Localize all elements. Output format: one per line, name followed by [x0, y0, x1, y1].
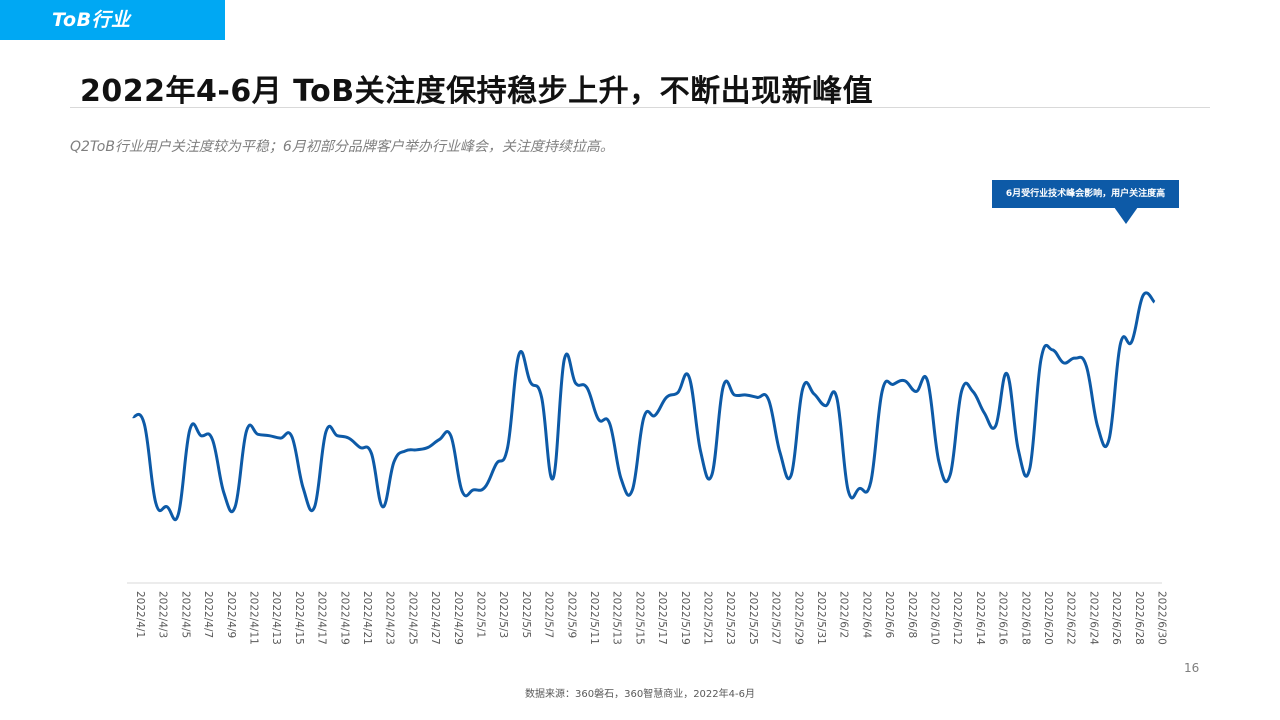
x-tick-label: 2022/5/29	[792, 591, 804, 645]
x-tick-label: 2022/4/15	[293, 591, 305, 645]
x-tick-label: 2022/6/30	[1156, 591, 1168, 645]
callout-arrow	[1114, 207, 1138, 224]
x-tick-label: 2022/4/5	[179, 591, 191, 638]
x-tick-label: 2022/5/7	[543, 591, 555, 638]
section-tag: ToB行业	[0, 0, 225, 40]
x-tick-label: 2022/5/9	[565, 591, 577, 638]
x-tick-label: 2022/4/1	[134, 591, 146, 638]
x-tick-label: 2022/6/8	[906, 591, 918, 638]
x-tick-label: 2022/5/31	[815, 591, 827, 645]
x-tick-label: 2022/4/9	[225, 591, 237, 638]
page-number: 16	[1184, 661, 1200, 675]
callout-box: 6月受行业技术峰会影响，用户关注度高	[992, 180, 1179, 208]
x-tick-label: 2022/5/19	[679, 591, 691, 645]
x-tick-label: 2022/5/25	[747, 591, 759, 645]
x-tick-label: 2022/4/11	[248, 591, 260, 645]
x-tick-label: 2022/4/29	[452, 591, 464, 645]
x-tick-label: 2022/5/13	[611, 591, 623, 645]
x-tick-label: 2022/4/7	[202, 591, 214, 638]
x-tick-label: 2022/5/1	[475, 591, 487, 638]
x-tick-label: 2022/6/4	[860, 591, 872, 638]
x-tick-label: 2022/5/15	[633, 591, 645, 645]
x-tick-label: 2022/6/2	[838, 591, 850, 638]
x-tick-label: 2022/6/24	[1087, 591, 1099, 645]
page-subtitle: Q2ToB行业用户关注度较为平稳；6月初部分品牌客户举办行业峰会，关注度持续拉高…	[70, 139, 614, 155]
x-tick-label: 2022/4/27	[429, 591, 441, 645]
x-tick-label: 2022/4/13	[270, 591, 282, 645]
x-tick-label: 2022/5/5	[520, 591, 532, 638]
x-tick-label: 2022/6/20	[1042, 591, 1054, 645]
x-tick-label: 2022/6/14	[974, 591, 986, 645]
series-line	[132, 291, 1156, 522]
x-tick-label: 2022/4/21	[361, 591, 373, 645]
x-tick-label: 2022/5/11	[588, 591, 600, 645]
x-tick-label: 2022/6/6	[883, 591, 895, 638]
x-tick-label: 2022/6/16	[997, 591, 1009, 645]
x-tick-label: 2022/5/23	[724, 591, 736, 645]
x-tick-label: 2022/4/19	[338, 591, 350, 645]
data-source-note: 数据来源：360磐石，360智慧商业，2022年4-6月	[525, 689, 755, 700]
x-tick-label: 2022/4/17	[316, 591, 328, 645]
x-tick-label: 2022/5/17	[656, 591, 668, 645]
x-tick-label: 2022/6/10	[929, 591, 941, 645]
title-divider	[70, 107, 1210, 108]
x-tick-label: 2022/4/25	[406, 591, 418, 645]
x-tick-label: 2022/6/18	[1019, 591, 1031, 645]
x-tick-label: 2022/6/28	[1133, 591, 1145, 645]
x-tick-label: 2022/5/27	[770, 591, 782, 645]
page-title: 2022年4-6月 ToB关注度保持稳步上升，不断出现新峰值	[80, 74, 874, 109]
x-tick-label: 2022/6/22	[1065, 591, 1077, 645]
x-tick-label: 2022/5/21	[702, 591, 714, 645]
x-tick-label: 2022/6/12	[951, 591, 963, 645]
x-tick-label: 2022/5/3	[497, 591, 509, 638]
x-tick-label: 2022/4/23	[384, 591, 396, 645]
x-tick-label: 2022/6/26	[1110, 591, 1122, 645]
x-tick-label: 2022/4/3	[157, 591, 169, 638]
